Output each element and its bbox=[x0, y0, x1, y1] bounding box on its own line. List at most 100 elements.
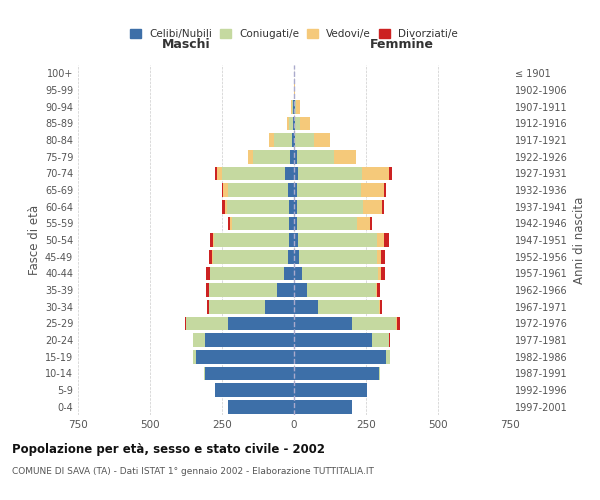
Bar bbox=[377, 283, 380, 297]
Bar bbox=[222, 166, 286, 180]
Bar bbox=[223, 183, 228, 197]
Bar bbox=[297, 150, 334, 164]
Bar bbox=[222, 183, 223, 197]
Bar bbox=[209, 250, 212, 264]
Bar bbox=[228, 183, 288, 197]
Bar bbox=[294, 200, 297, 213]
Bar bbox=[214, 233, 289, 247]
Bar bbox=[274, 133, 292, 147]
Bar bbox=[196, 350, 294, 364]
Bar bbox=[286, 166, 294, 180]
Bar bbox=[294, 366, 379, 380]
Bar bbox=[288, 183, 294, 197]
Bar bbox=[186, 316, 228, 330]
Bar bbox=[224, 200, 227, 213]
Bar bbox=[287, 116, 289, 130]
Text: Popolazione per età, sesso e stato civile - 2002: Popolazione per età, sesso e stato civil… bbox=[12, 442, 325, 456]
Bar bbox=[193, 333, 205, 347]
Bar bbox=[289, 216, 294, 230]
Bar bbox=[361, 183, 384, 197]
Bar bbox=[298, 183, 361, 197]
Bar bbox=[397, 316, 400, 330]
Bar bbox=[185, 316, 186, 330]
Bar bbox=[294, 166, 298, 180]
Bar bbox=[295, 133, 314, 147]
Bar bbox=[292, 133, 294, 147]
Bar bbox=[227, 200, 289, 213]
Bar bbox=[205, 333, 294, 347]
Bar bbox=[215, 166, 217, 180]
Bar bbox=[314, 133, 330, 147]
Bar bbox=[209, 300, 265, 314]
Bar bbox=[294, 350, 386, 364]
Bar bbox=[376, 283, 377, 297]
Bar bbox=[298, 166, 362, 180]
Bar bbox=[294, 316, 352, 330]
Bar bbox=[289, 116, 293, 130]
Bar bbox=[295, 116, 301, 130]
Bar bbox=[294, 233, 298, 247]
Bar bbox=[381, 250, 385, 264]
Bar bbox=[228, 216, 230, 230]
Bar bbox=[358, 216, 370, 230]
Bar bbox=[293, 116, 294, 130]
Bar bbox=[207, 300, 209, 314]
Bar bbox=[370, 216, 372, 230]
Bar bbox=[206, 266, 210, 280]
Bar bbox=[389, 166, 392, 180]
Bar bbox=[287, 250, 294, 264]
Bar bbox=[301, 116, 310, 130]
Legend: Celibi/Nubili, Coniugati/e, Vedovi/e, Divorziati/e: Celibi/Nubili, Coniugati/e, Vedovi/e, Di… bbox=[126, 24, 462, 43]
Bar bbox=[209, 283, 277, 297]
Bar bbox=[298, 233, 377, 247]
Bar bbox=[289, 200, 294, 213]
Bar bbox=[294, 383, 367, 397]
Bar bbox=[379, 366, 380, 380]
Bar bbox=[294, 116, 295, 130]
Bar bbox=[294, 250, 299, 264]
Bar bbox=[228, 400, 294, 413]
Bar bbox=[213, 250, 287, 264]
Text: Maschi: Maschi bbox=[161, 38, 211, 51]
Bar bbox=[294, 333, 372, 347]
Bar bbox=[284, 266, 294, 280]
Bar bbox=[213, 233, 214, 247]
Bar bbox=[307, 283, 376, 297]
Bar bbox=[294, 183, 298, 197]
Bar bbox=[297, 200, 363, 213]
Bar bbox=[222, 200, 224, 213]
Y-axis label: Fasce di età: Fasce di età bbox=[28, 205, 41, 275]
Bar bbox=[372, 333, 389, 347]
Bar bbox=[290, 150, 294, 164]
Bar bbox=[380, 300, 382, 314]
Bar bbox=[377, 250, 381, 264]
Bar bbox=[299, 250, 377, 264]
Bar bbox=[294, 283, 307, 297]
Bar bbox=[289, 233, 294, 247]
Bar bbox=[217, 166, 222, 180]
Bar bbox=[294, 266, 302, 280]
Bar bbox=[232, 216, 289, 230]
Bar bbox=[380, 266, 385, 280]
Bar bbox=[253, 150, 290, 164]
Bar bbox=[302, 266, 379, 280]
Bar bbox=[334, 150, 356, 164]
Bar bbox=[297, 216, 358, 230]
Bar bbox=[269, 133, 274, 147]
Bar bbox=[379, 266, 380, 280]
Bar bbox=[294, 150, 297, 164]
Bar bbox=[209, 233, 213, 247]
Bar bbox=[206, 283, 209, 297]
Bar bbox=[248, 150, 253, 164]
Bar bbox=[377, 233, 385, 247]
Bar bbox=[294, 300, 319, 314]
Bar bbox=[230, 216, 232, 230]
Bar bbox=[292, 100, 293, 114]
Y-axis label: Anni di nascita: Anni di nascita bbox=[573, 196, 586, 284]
Bar bbox=[294, 133, 295, 147]
Bar bbox=[205, 366, 294, 380]
Bar bbox=[193, 350, 196, 364]
Bar bbox=[294, 400, 352, 413]
Bar bbox=[294, 216, 297, 230]
Text: Femmine: Femmine bbox=[370, 38, 434, 51]
